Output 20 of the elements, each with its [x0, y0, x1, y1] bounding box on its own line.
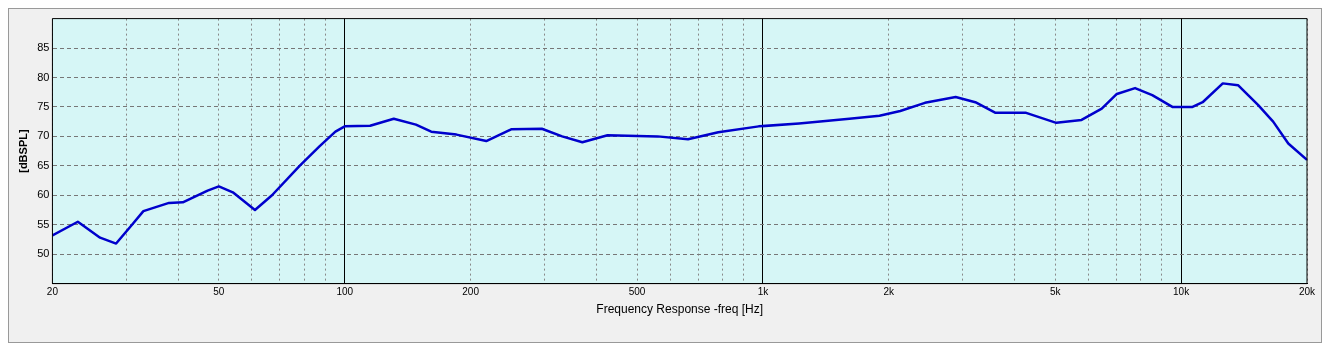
y-tick-label: 60 [37, 188, 50, 201]
x-tick-label: 50 [213, 286, 225, 298]
x-tick-label: 2k [883, 286, 896, 298]
y-tick-label: 55 [37, 217, 50, 230]
x-tick-label: 20 [46, 286, 59, 298]
x-tick-label: 500 [628, 286, 646, 298]
y-tick-label: 50 [37, 247, 50, 260]
x-axis-title: Frequency Response -freq [Hz] [596, 302, 764, 317]
x-tick-label: 10k [1173, 286, 1191, 298]
x-tick-label: 1k [757, 286, 770, 298]
x-tick-label: 20k [1298, 286, 1317, 298]
x-tick-label: 100 [336, 286, 354, 298]
x-tick-label: 200 [462, 286, 480, 298]
y-tick-label: 85 [37, 41, 50, 54]
y-tick-label: 70 [37, 129, 50, 142]
y-axis-title: [dBSPL] [16, 129, 29, 173]
y-tick-label: 75 [37, 99, 50, 112]
y-tick-label: 65 [37, 158, 50, 171]
x-tick-label: 5k [1049, 286, 1062, 298]
y-tick-label: 80 [37, 70, 50, 83]
